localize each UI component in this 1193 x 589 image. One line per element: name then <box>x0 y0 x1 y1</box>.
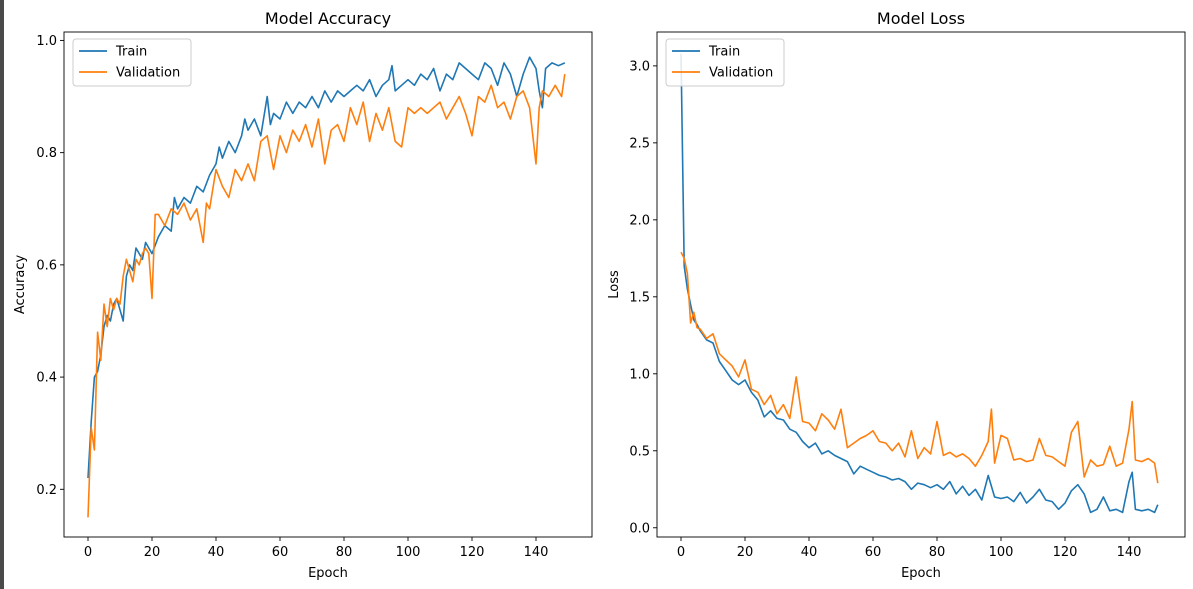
x-tick-label: 20 <box>144 545 161 560</box>
x-tick-label: 120 <box>1053 545 1078 560</box>
legend-label-train: Train <box>708 45 740 60</box>
x-axis-label: Epoch <box>308 566 348 581</box>
x-tick-label: 80 <box>336 545 353 560</box>
x-tick-label: 40 <box>801 545 818 560</box>
series-line-validation <box>680 251 1159 484</box>
legend: Train Validation <box>72 38 192 87</box>
legend-label-train: Train <box>115 45 147 60</box>
y-tick-label: 3.0 <box>629 59 650 74</box>
series-line-train <box>87 56 566 479</box>
x-tick-label: 100 <box>396 545 421 560</box>
legend: Train Validation <box>665 38 785 87</box>
plot-frame <box>656 31 1186 538</box>
series-line-validation <box>87 73 566 518</box>
x-tick-label: 60 <box>865 545 882 560</box>
legend-label-validation: Validation <box>709 66 773 81</box>
y-tick-label: 0.8 <box>36 146 57 161</box>
chart-title: Model Loss <box>877 9 965 28</box>
y-tick-label: 0.6 <box>36 258 57 273</box>
x-tick-label: 120 <box>460 545 485 560</box>
y-tick-label: 1.0 <box>36 34 57 49</box>
y-tick-label: 0.2 <box>36 483 57 498</box>
plot-frame <box>63 31 593 538</box>
x-tick-label: 140 <box>1117 545 1142 560</box>
x-tick-label: 0 <box>677 545 685 560</box>
x-tick-label: 80 <box>929 545 946 560</box>
x-tick-label: 0 <box>84 545 92 560</box>
accuracy-chart: Model Accuracy 0 20 40 60 80 100 120 140 0.2 0.4 0.… <box>13 9 593 581</box>
y-tick-label: 2.5 <box>629 136 650 151</box>
x-tick-label: 140 <box>524 545 549 560</box>
x-tick-label: 100 <box>989 545 1014 560</box>
y-tick-label: 0.4 <box>36 371 57 386</box>
y-axis-label: Loss <box>607 270 622 299</box>
x-tick-label: 60 <box>272 545 289 560</box>
x-tick-label: 20 <box>737 545 754 560</box>
x-axis-label: Epoch <box>901 566 941 581</box>
chart-title: Model Accuracy <box>265 9 391 28</box>
y-tick-label: 1.0 <box>629 367 650 382</box>
legend-label-validation: Validation <box>116 66 180 81</box>
y-tick-label: 0.0 <box>629 521 650 536</box>
y-tick-label: 2.0 <box>629 213 650 228</box>
loss-chart: Model Loss 0 20 40 60 80 100 120 140 0.0 0.5 1.0 1.5… <box>607 9 1186 581</box>
series-line-train <box>680 53 1159 514</box>
y-tick-label: 0.5 <box>629 444 650 459</box>
y-tick-label: 1.5 <box>629 290 650 305</box>
window-edge <box>0 0 4 589</box>
x-tick-label: 40 <box>208 545 225 560</box>
y-axis-label: Accuracy <box>13 255 28 315</box>
